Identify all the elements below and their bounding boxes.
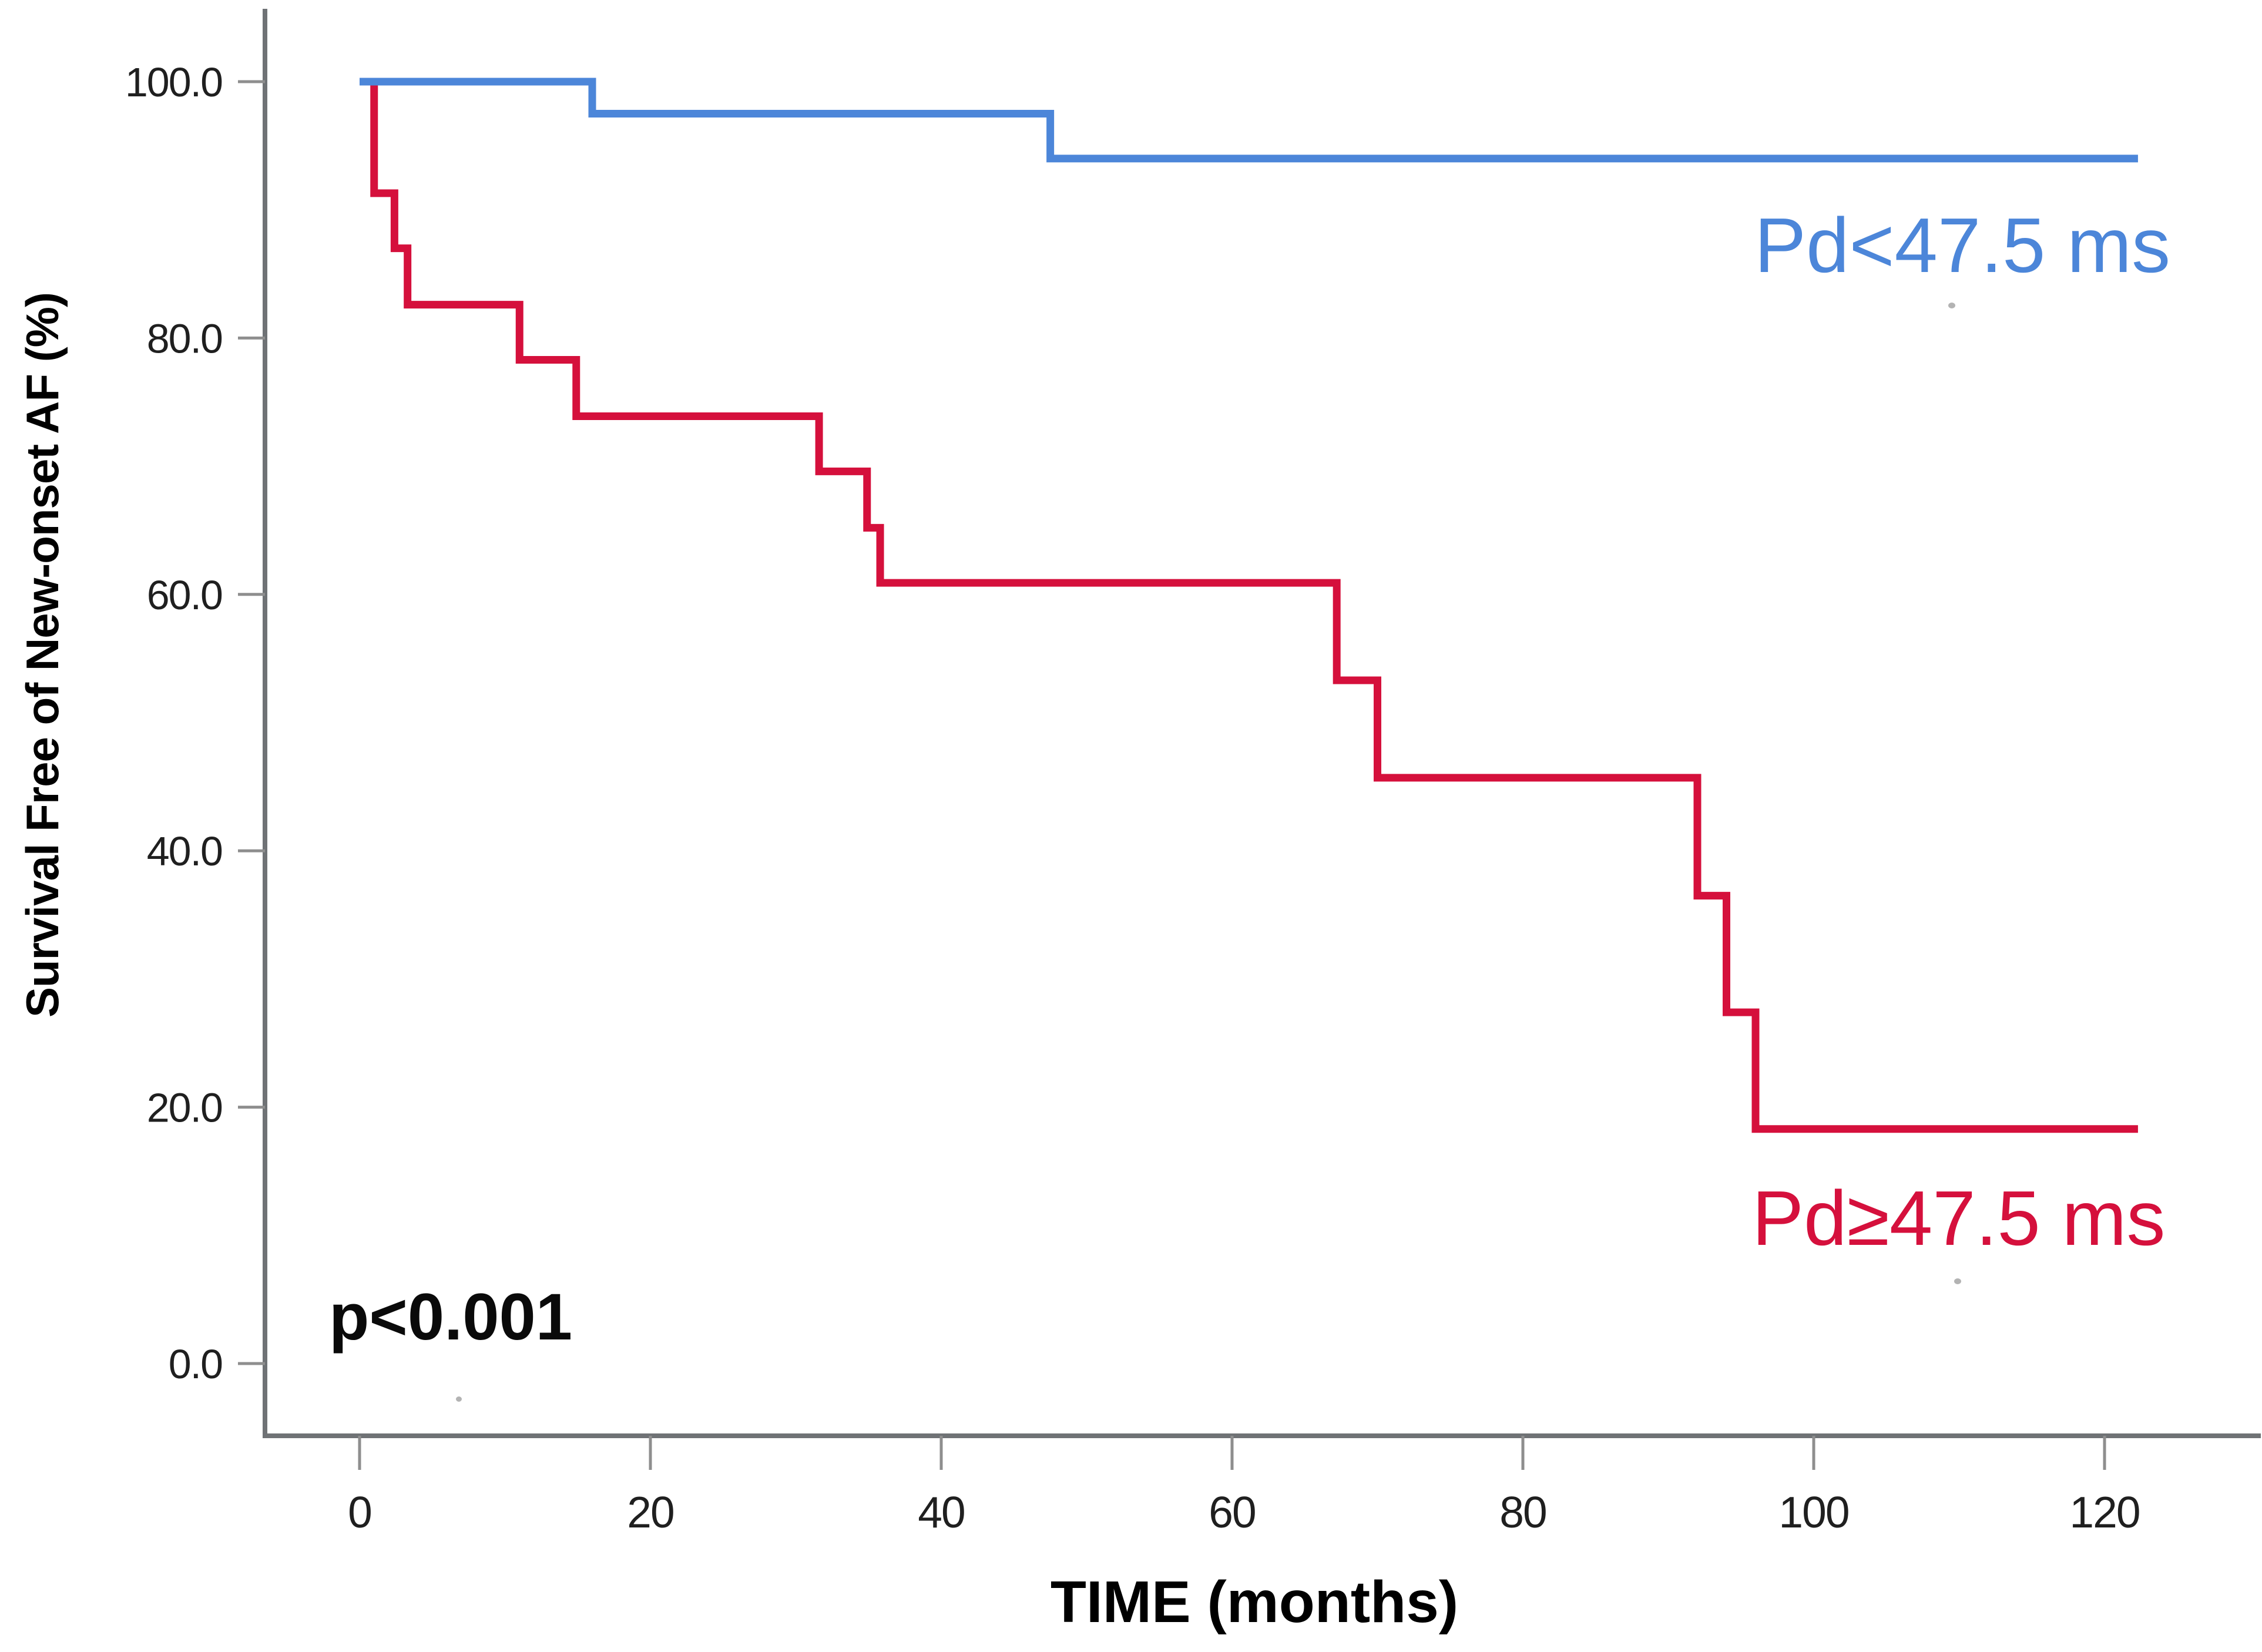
- x-tick-label: 0: [348, 1488, 371, 1537]
- x-tick-label: 60: [1209, 1488, 1255, 1537]
- x-tick-label: 120: [2069, 1488, 2139, 1537]
- jpeg-artifact-dot: [1954, 1278, 1961, 1284]
- p-value-annotation: p<0.001: [329, 1280, 573, 1354]
- curve-label-pd-lt-47-5: Pd<47.5 ms: [1754, 202, 2171, 288]
- curve-label-pd-ge-47-5: Pd≥47.5 ms: [1752, 1175, 2166, 1261]
- y-axis-title: Survival Free of New-onset AF (%): [16, 292, 68, 1018]
- jpeg-artifact-dot: [456, 1396, 462, 1402]
- jpeg-artifact-dot: [1948, 303, 1955, 308]
- x-tick-label: 80: [1499, 1488, 1546, 1537]
- x-tick-label: 40: [918, 1488, 964, 1537]
- y-tick-label: 40.0: [147, 828, 222, 874]
- y-tick-label: 0.0: [169, 1341, 222, 1387]
- y-tick-label: 60.0: [147, 572, 222, 618]
- series-line-pd-ge-47-5: [360, 78, 2138, 1133]
- series-line-pd-lt-47-5: [360, 78, 2138, 163]
- x-tick-label: 100: [1778, 1488, 1848, 1537]
- y-tick-label: 100.0: [125, 59, 222, 105]
- x-tick-label: 20: [627, 1488, 673, 1537]
- x-axis-title: TIME (months): [1050, 1569, 1459, 1635]
- y-tick-label: 20.0: [147, 1085, 222, 1131]
- y-tick-label: 80.0: [147, 315, 222, 361]
